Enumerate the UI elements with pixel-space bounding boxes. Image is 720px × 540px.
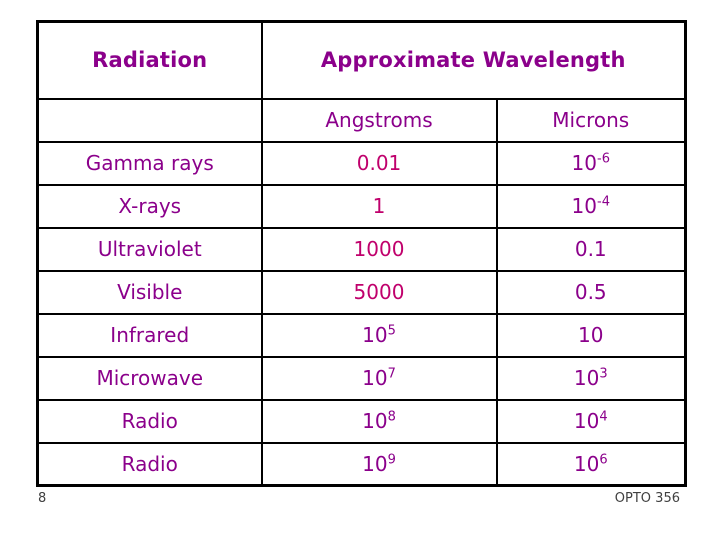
value-base: 5000 [353,280,405,304]
value-base: 0.01 [356,151,402,175]
microns-value-cell: 0.5 [495,269,687,315]
value-exponent: -4 [597,194,610,210]
value-exponent: 7 [387,366,396,382]
angstroms-value-cell: 108 [260,398,498,444]
value-base: 0.5 [574,280,607,304]
slide-page-number: 8 [38,491,47,506]
microns-value-cell: 10-6 [495,140,687,186]
wavelength-table: Radiation Approximate Wavelength Angstro… [36,20,688,487]
value-exponent: 4 [599,409,608,425]
value-base: 10 [573,409,600,433]
angstroms-subheader: Angstroms [260,97,498,143]
table-row: Ultraviolet 1000 0.1 [36,226,687,272]
course-code: OPTO 356 [614,491,680,506]
table-row: Gamma rays 0.01 10-6 [36,140,687,186]
angstroms-value-cell: 5000 [260,269,498,315]
angstroms-value-cell: 105 [260,312,498,358]
value-base: 1000 [353,237,405,261]
radiation-cell: Visible [36,269,263,315]
value-base: 10 [571,151,597,175]
value-exponent: 8 [387,409,396,425]
microns-value-cell: 0.1 [495,226,687,272]
radiation-cell: X-rays [36,183,263,229]
microns-value-cell: 106 [495,441,687,487]
microns-value-cell: 103 [495,355,687,401]
table-row: Infrared 105 10 [36,312,687,358]
angstroms-value-cell: 1000 [260,226,498,272]
radiation-cell: Microwave [36,355,263,401]
value-base: 10 [571,194,597,218]
table-row: Radio 108 104 [36,398,687,444]
value-base: 1 [372,194,386,218]
radiation-cell: Gamma rays [36,140,263,186]
microns-subheader: Microns [495,97,687,143]
table-row: Visible 5000 0.5 [36,269,687,315]
angstroms-value-cell: 0.01 [260,140,498,186]
value-base: 10 [362,323,388,347]
table-row: Radio 109 106 [36,441,687,487]
table-row: Microwave 107 103 [36,355,687,401]
value-base: 10 [573,451,600,476]
radiation-cell: Infrared [36,312,263,358]
value-base: 10 [362,409,388,433]
value-base: 0.1 [574,237,607,261]
blank-subheader-cell [36,97,263,143]
radiation-cell: Radio [36,441,263,487]
value-base: 10 [362,366,388,390]
table-header-row: Radiation Approximate Wavelength [36,20,687,100]
angstroms-value-cell: 1 [260,183,498,229]
value-base: 10 [362,451,388,476]
value-exponent: 9 [387,452,396,468]
value-exponent: -6 [597,151,610,167]
table-subheader-row: Angstroms Microns [36,97,687,143]
angstroms-value-cell: 109 [260,441,498,487]
value-exponent: 6 [599,452,608,468]
value-exponent: 3 [599,366,608,382]
value-exponent: 5 [387,323,396,339]
wavelength-column-header: Approximate Wavelength [260,20,687,100]
angstroms-value-cell: 107 [260,355,498,401]
microns-value-cell: 10 [495,312,687,358]
microns-value-cell: 10-4 [495,183,687,229]
value-base: 10 [578,323,604,347]
radiation-cell: Radio [36,398,263,444]
radiation-cell: Ultraviolet [36,226,263,272]
value-base: 10 [573,366,600,390]
radiation-column-header: Radiation [36,20,263,100]
microns-value-cell: 104 [495,398,687,444]
table-row: X-rays 1 10-4 [36,183,687,229]
